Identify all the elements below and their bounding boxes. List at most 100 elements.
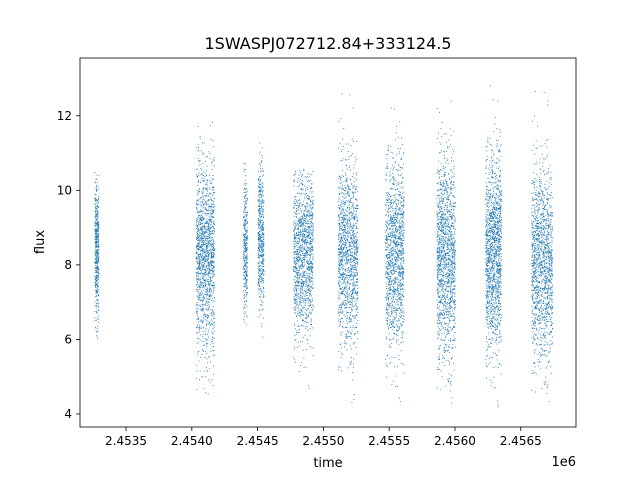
data-point xyxy=(95,281,97,283)
data-point xyxy=(346,312,348,314)
data-point xyxy=(310,210,312,212)
data-point xyxy=(260,191,262,193)
data-point xyxy=(347,239,348,241)
data-point xyxy=(341,93,343,95)
data-point xyxy=(355,205,357,207)
data-point xyxy=(210,182,212,184)
data-point xyxy=(296,263,298,265)
data-point xyxy=(299,365,301,367)
data-point xyxy=(295,288,297,290)
data-point xyxy=(349,237,351,239)
data-point xyxy=(344,246,345,248)
data-point xyxy=(94,282,96,284)
data-point xyxy=(259,175,261,177)
data-point xyxy=(355,309,357,311)
data-point xyxy=(338,312,340,314)
data-point xyxy=(311,217,312,219)
data-point xyxy=(243,258,245,259)
data-point xyxy=(258,199,260,200)
data-point xyxy=(206,221,208,223)
data-point xyxy=(311,250,313,252)
data-point xyxy=(343,229,345,231)
data-point xyxy=(311,241,313,242)
data-point xyxy=(303,274,305,276)
data-point xyxy=(209,227,211,229)
data-point xyxy=(301,235,303,237)
data-point xyxy=(297,285,299,287)
data-point xyxy=(210,270,212,272)
data-point xyxy=(340,237,342,239)
data-point xyxy=(244,261,246,263)
data-point xyxy=(297,253,299,255)
data-point xyxy=(199,320,201,322)
data-point xyxy=(340,219,342,221)
data-point xyxy=(210,227,212,229)
data-point xyxy=(212,312,214,314)
data-point xyxy=(261,280,263,282)
data-point xyxy=(345,202,346,203)
data-point xyxy=(295,280,297,282)
data-point xyxy=(347,302,349,304)
data-point xyxy=(98,249,100,251)
data-point xyxy=(208,307,210,309)
data-point xyxy=(97,283,99,285)
data-point xyxy=(259,184,261,186)
data-point xyxy=(213,275,215,277)
data-point xyxy=(95,326,96,328)
data-point xyxy=(303,219,305,221)
data-point xyxy=(351,348,353,350)
data-point xyxy=(311,286,312,288)
data-point xyxy=(199,261,200,263)
data-point xyxy=(311,263,313,265)
data-point xyxy=(94,230,96,232)
data-point xyxy=(212,121,214,123)
data-point xyxy=(259,246,261,248)
data-point xyxy=(296,208,298,210)
data-point xyxy=(293,246,295,248)
data-point xyxy=(312,267,314,268)
data-point xyxy=(245,266,246,268)
data-point xyxy=(296,235,298,236)
data-point xyxy=(348,231,350,233)
data-point xyxy=(307,195,309,196)
data-point xyxy=(243,272,245,274)
data-point xyxy=(349,361,351,363)
data-point xyxy=(98,217,99,219)
data-point xyxy=(345,302,347,304)
data-point xyxy=(295,267,297,268)
data-point xyxy=(261,323,263,325)
data-point xyxy=(199,286,201,288)
data-point xyxy=(201,217,203,219)
data-point xyxy=(305,281,307,282)
data-point xyxy=(211,264,212,266)
data-point xyxy=(201,251,203,252)
data-point xyxy=(208,236,209,238)
data-point xyxy=(311,280,313,282)
data-point xyxy=(258,254,260,256)
data-point xyxy=(207,264,209,266)
data-point xyxy=(347,299,349,300)
data-point xyxy=(211,339,213,341)
data-point xyxy=(355,244,357,246)
data-point xyxy=(204,330,206,332)
data-point xyxy=(212,247,214,249)
data-point xyxy=(348,185,350,187)
data-point xyxy=(342,201,344,202)
data-point xyxy=(196,289,198,291)
data-point xyxy=(302,203,304,205)
data-point xyxy=(356,258,358,260)
data-point xyxy=(244,270,246,271)
data-point xyxy=(348,206,350,208)
data-point xyxy=(211,257,213,258)
data-point xyxy=(298,180,300,182)
data-point xyxy=(94,228,96,230)
data-point xyxy=(95,199,97,201)
data-point xyxy=(299,245,301,247)
data-point xyxy=(245,230,247,232)
data-point xyxy=(262,260,264,262)
data-point xyxy=(244,300,245,302)
data-point xyxy=(202,281,204,283)
data-point xyxy=(340,279,342,281)
data-point xyxy=(300,264,302,266)
data-point xyxy=(304,175,306,177)
